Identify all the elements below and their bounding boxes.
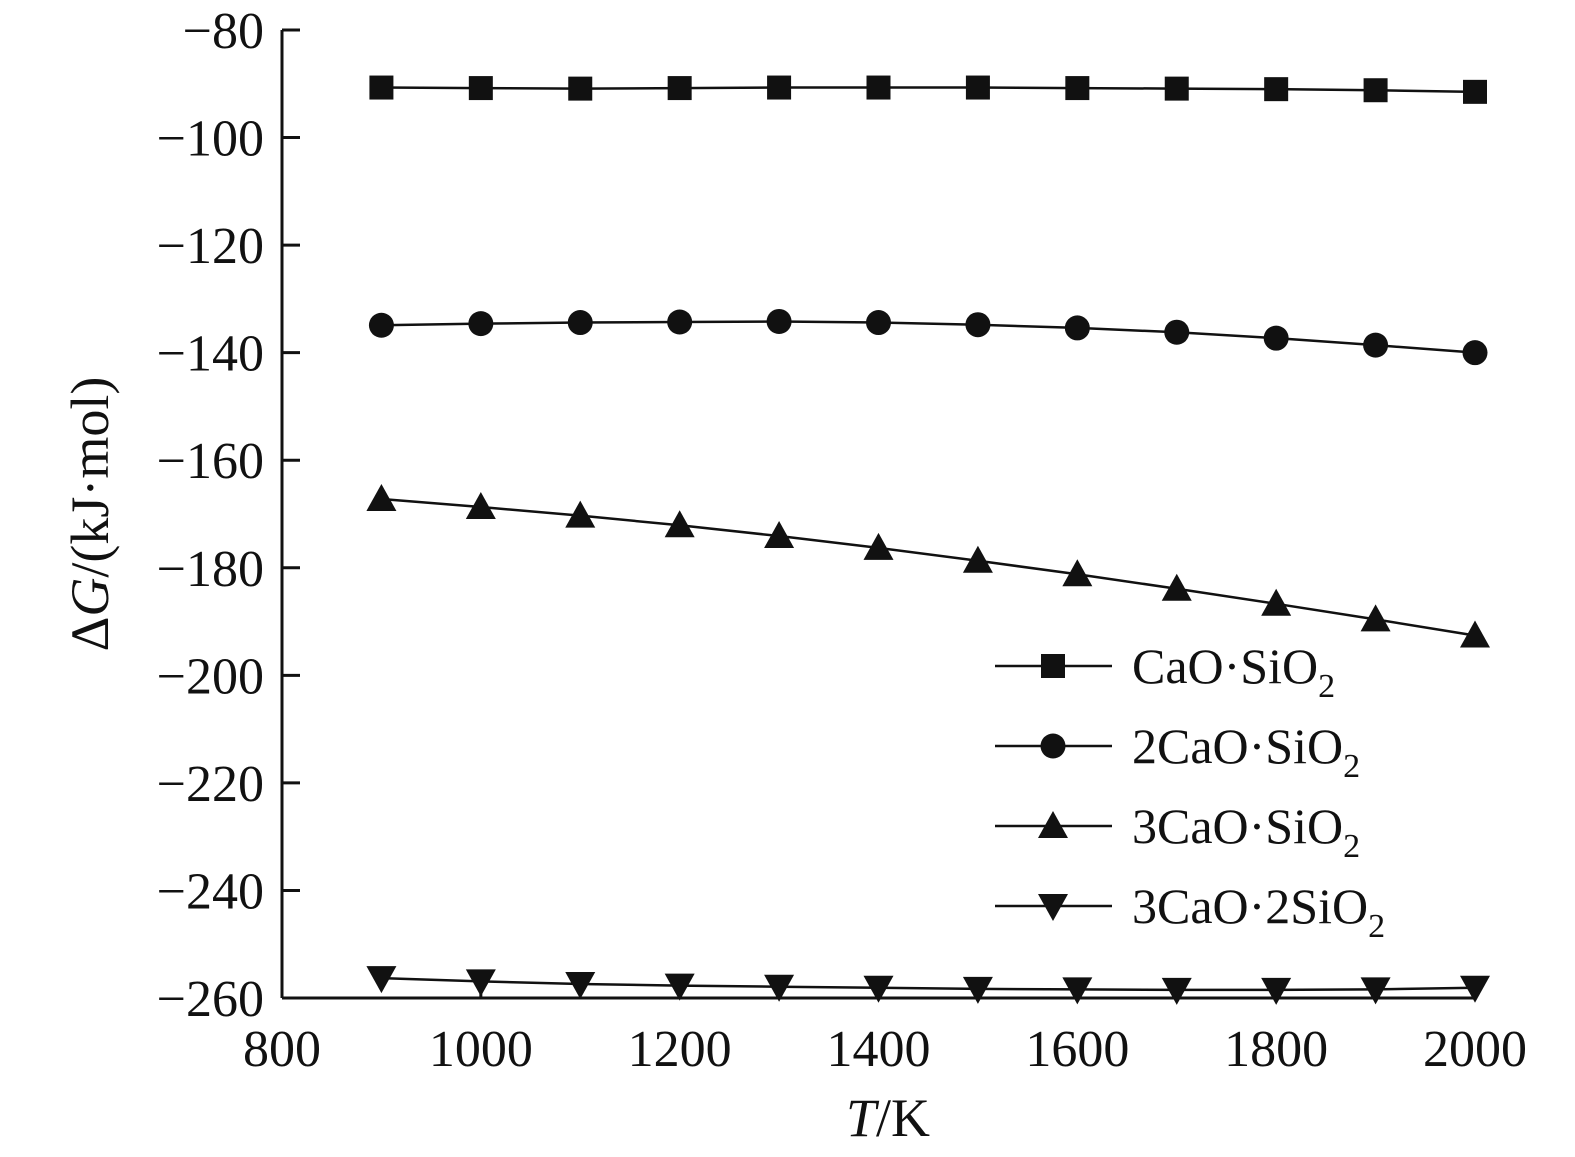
series-line [381,320,1476,354]
legend-label: 3CaO·2SiO2 [1132,878,1385,945]
series-1 [369,75,1487,104]
y-tick-label: −260 [157,971,264,1028]
legend-label: 2CaO·SiO2 [1132,718,1360,785]
legend-marker [1038,894,1068,921]
x-tick-label: 1000 [429,1021,533,1078]
series-line [381,86,1476,94]
data-point [465,969,496,997]
data-point [1064,315,1090,341]
legend-label: CaO·SiO2 [1132,638,1335,705]
x-tick-label: 1200 [628,1021,732,1078]
data-point [1062,559,1093,587]
data-point [369,75,394,100]
data-point [1065,76,1090,101]
data-point [568,76,593,101]
data-point [866,310,891,336]
series-line [381,976,1476,992]
data-point [1161,573,1192,601]
data-point [468,76,493,101]
data-point [667,76,692,101]
x-tick-label: 1400 [827,1021,931,1078]
data-point [863,532,894,560]
x-tick-label: 1600 [1025,1021,1129,1078]
data-point [1062,977,1093,1005]
data-point [1164,76,1189,101]
legend-marker [1041,654,1065,678]
y-tick-label: −140 [157,326,264,383]
data-point [1261,977,1292,1005]
y-tick-label: −160 [157,433,264,490]
data-point [366,483,397,511]
x-axis-label-symbol: T [846,1088,880,1148]
data-point [1460,620,1490,648]
data-point [1261,588,1292,616]
y-axis-label-symbol: G [60,578,120,617]
data-point [567,310,593,336]
data-point [767,75,792,100]
legend-item: 3CaO·SiO2 [995,798,1360,865]
x-axis-label-unit: /K [876,1088,930,1148]
legend-item: 3CaO·2SiO2 [995,878,1385,945]
data-point [962,545,993,573]
y-tick-label: −100 [157,111,264,168]
data-point [565,972,596,1000]
x-axis-label: T/K [846,1088,930,1148]
legend: CaO·SiO2 2CaO·SiO2 3CaO·SiO2 3CaO·2SiO2 [995,638,1385,945]
y-tick-label: −180 [157,541,264,598]
legend-marker [1038,811,1068,838]
x-tick-label: 800 [243,1021,321,1078]
x-tick-label: 1800 [1224,1021,1328,1078]
data-point [1161,977,1192,1005]
data-point [565,500,596,528]
series-line [381,497,1476,637]
data-point [1264,77,1289,102]
series-4 [366,966,1490,1005]
data-point [866,75,891,100]
series-3 [366,483,1490,648]
y-tick-label: −220 [157,756,264,813]
y-axis-label-unit: /(kJ·mol) [60,377,120,578]
y-axis-label-prefix: Δ [60,617,120,652]
series-2 [368,308,1488,366]
data-point [863,975,894,1003]
data-point [1360,604,1391,632]
data-point [368,312,394,338]
data-point [667,309,693,335]
data-point [465,492,496,520]
data-point [965,75,990,100]
y-tick-label: −120 [157,218,264,275]
y-tick-label: −200 [157,648,264,705]
data-point [1463,79,1487,104]
series-group [366,75,1490,1005]
legend-item: CaO·SiO2 [995,638,1335,705]
y-tick-label: −240 [157,863,264,920]
y-tick-label: −80 [183,3,264,60]
tick-group: −80 −100 −120 −140 −160 −180 −200 −220 −240 −2608… [157,3,1527,1078]
data-point [1363,78,1388,103]
data-point [764,521,795,549]
data-point [1460,975,1490,1003]
data-point [664,973,695,1001]
data-point [664,510,695,538]
data-point [1360,977,1391,1005]
legend-marker [1040,733,1066,759]
data-point [1462,340,1488,366]
data-point [366,966,397,994]
data-point [1363,332,1389,358]
data-point [1164,319,1190,345]
data-point [766,308,792,334]
data-point [962,976,993,1004]
data-point [965,312,991,338]
y-axis-label: ΔG/(kJ·mol) [60,377,120,652]
data-point [1263,325,1289,351]
legend-item: 2CaO·SiO2 [995,718,1360,785]
x-tick-label: 2000 [1423,1021,1527,1078]
legend-label: 3CaO·SiO2 [1132,798,1360,865]
data-point [468,311,494,337]
data-point [764,974,795,1002]
